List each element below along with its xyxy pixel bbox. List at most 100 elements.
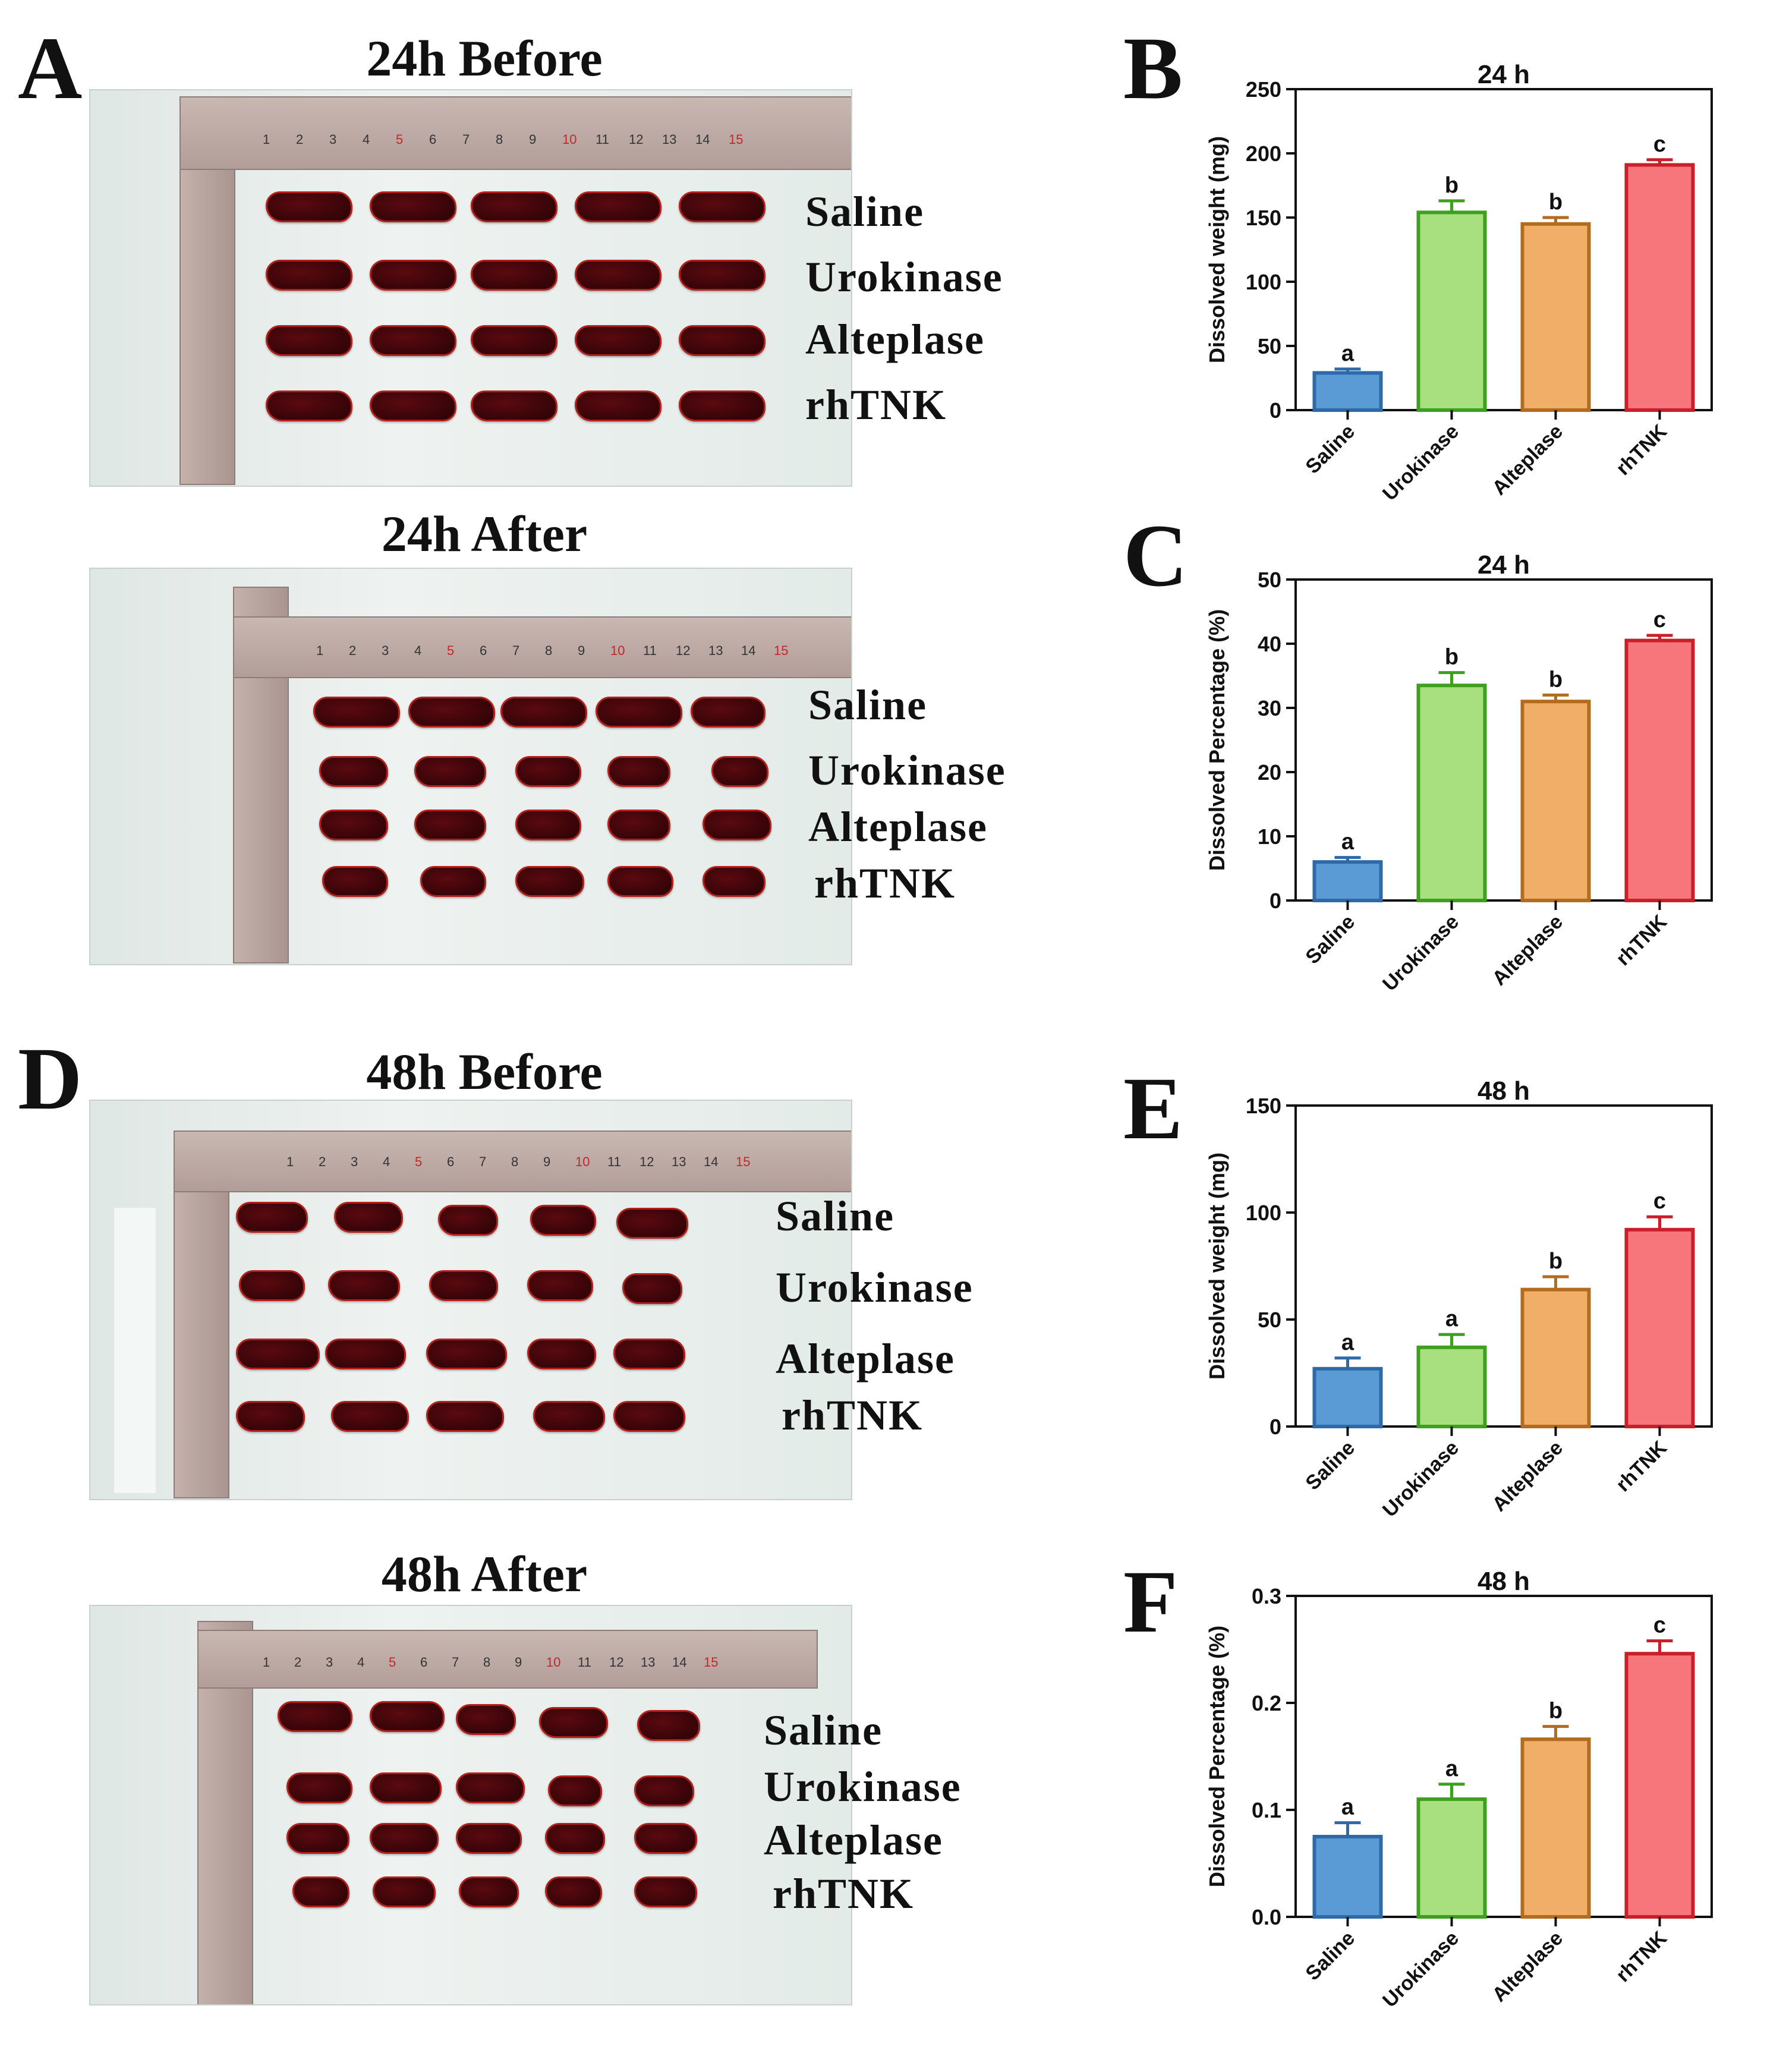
bar-urokinase: [1416, 684, 1487, 902]
chart-title: 24 h: [1478, 550, 1530, 580]
ruler-number: 15: [729, 132, 744, 147]
panel-letter-c: C: [1123, 506, 1188, 605]
photo-48h-before: 1 2 3 4 5 6 7 8 9 10 11 12 13 14 15: [89, 1100, 852, 1500]
x-tick-label: rhTNK: [1612, 420, 1672, 480]
ruler-number: 6: [420, 1655, 428, 1670]
panel-letter-b: B: [1123, 19, 1183, 118]
row-label-saline: Saline: [764, 1706, 883, 1754]
bar-alteplase: [1520, 1287, 1591, 1428]
plot-frame: [1294, 578, 1713, 902]
ruler-number: 13: [662, 132, 677, 147]
ruler-number: 3: [329, 132, 337, 147]
y-tick-label: 0: [1269, 398, 1281, 423]
significance-label: c: [1653, 607, 1666, 632]
ruler-number: 3: [382, 643, 389, 658]
y-axis-label: Dissolved weight (mg): [1205, 136, 1229, 363]
ruler-horizontal: [233, 616, 851, 678]
ruler-number: 10: [562, 132, 577, 147]
panel-letter-d: D: [18, 1029, 83, 1128]
row-label-alteplase: Alteplase: [764, 1816, 943, 1864]
ruler-number: 8: [545, 643, 553, 658]
x-tick-label: Alteplase: [1488, 1927, 1567, 2007]
ruler-number: 9: [543, 1154, 551, 1169]
ruler-number: 15: [704, 1655, 719, 1670]
bar-rhtnk: [1624, 1227, 1695, 1429]
chart-e: 48 h 0 50 100 150 Dissolved weight (mg) a Salin…: [1165, 1076, 1759, 1536]
ruler-number: 13: [708, 643, 723, 658]
bar-urokinase: [1416, 210, 1487, 412]
significance-label: c: [1653, 1189, 1666, 1214]
row-label-urokinase: Urokinase: [776, 1264, 974, 1311]
plot-frame: [1294, 88, 1713, 411]
chart-c: 24 h 0 10 20 30 40 50 Dissolved Percentage (%) a…: [1165, 550, 1759, 1010]
ruler-number: 5: [389, 1655, 396, 1670]
ruler-number: 8: [496, 132, 503, 147]
chart-f: 48 h 0.0 0.1 0.2 0.3 Dissolved Percentage (%)…: [1165, 1567, 1759, 2027]
y-tick-label: 40: [1258, 632, 1281, 656]
row-label-saline: Saline: [808, 681, 928, 729]
ruler-number: 2: [319, 1154, 326, 1169]
ruler-number: 2: [349, 643, 357, 658]
y-tick-label: 50: [1258, 334, 1281, 358]
bar-saline: [1312, 860, 1383, 903]
row-label-saline: Saline: [776, 1192, 895, 1240]
photo-24h-before: 1 2 3 4 5 6 7 8 9 10 11 12 13 14 15: [89, 89, 852, 487]
y-axis-label: Dissolved Percentage (%): [1205, 609, 1229, 871]
ruler-number: 11: [607, 1154, 621, 1169]
ruler-number: 3: [351, 1154, 358, 1169]
bar-urokinase: [1416, 1345, 1487, 1428]
significance-label: b: [1549, 1249, 1563, 1274]
ruler-number: 7: [512, 643, 520, 658]
x-tick-label: rhTNK: [1612, 1436, 1672, 1496]
photo-title-24h-after: 24h After: [381, 505, 588, 562]
x-tick-label: Saline: [1301, 911, 1359, 969]
significance-label: a: [1445, 1756, 1458, 1781]
y-tick-label: 250: [1246, 77, 1281, 102]
ruler-number: 12: [640, 1154, 654, 1169]
row-label-rhtnk: rhTNK: [814, 859, 956, 907]
y-tick-label: 100: [1246, 270, 1281, 294]
bar-saline: [1312, 1835, 1383, 1919]
y-tick-label: 30: [1258, 696, 1281, 720]
ruler-number: 12: [676, 643, 691, 658]
ruler-number: 9: [578, 643, 585, 658]
y-tick-label: 0.2: [1252, 1691, 1281, 1715]
ruler-number: 11: [643, 643, 657, 658]
x-tick-label: Alteplase: [1488, 911, 1567, 990]
ruler-number: 3: [326, 1655, 333, 1670]
significance-label: a: [1341, 341, 1354, 366]
ruler-number: 5: [447, 643, 455, 658]
ruler-number: 1: [263, 132, 270, 147]
x-tick-label: rhTNK: [1612, 1926, 1672, 1986]
row-label-urokinase: Urokinase: [808, 747, 1006, 794]
x-tick-label: Saline: [1301, 1437, 1359, 1495]
ruler-number: 1: [286, 1154, 294, 1169]
chart-title: 48 h: [1478, 1567, 1530, 1596]
ruler-number: 12: [629, 132, 644, 147]
x-tick-label: Urokinase: [1378, 911, 1463, 996]
y-tick-label: 50: [1258, 1308, 1281, 1332]
ruler-number: 14: [741, 643, 756, 658]
y-tick-label: 0: [1269, 889, 1281, 913]
bar-saline: [1312, 1366, 1383, 1428]
x-tick-label: Alteplase: [1488, 420, 1567, 500]
photo-title-24h-before: 24h Before: [366, 30, 603, 87]
ruler-number: 9: [529, 132, 537, 147]
plot-frame: [1294, 1595, 1713, 1918]
panel-letter-e: E: [1123, 1059, 1183, 1158]
ruler-horizontal: [179, 96, 851, 170]
y-tick-label: 50: [1258, 568, 1281, 592]
panel-letter-a: A: [18, 19, 83, 118]
significance-label: b: [1445, 173, 1458, 198]
y-tick-label: 200: [1246, 141, 1281, 166]
ruler-number: 5: [415, 1154, 423, 1169]
ruler-number: 11: [578, 1655, 591, 1670]
x-tick-label: Saline: [1301, 1927, 1359, 1985]
plot-frame: [1294, 1104, 1713, 1428]
ruler-number: 12: [609, 1655, 624, 1670]
row-label-alteplase: Alteplase: [808, 803, 988, 851]
row-label-rhtnk: rhTNK: [782, 1391, 924, 1439]
x-tick-label: Urokinase: [1378, 1437, 1463, 1522]
ruler-number: 2: [296, 132, 304, 147]
ruler-number: 10: [575, 1154, 590, 1169]
